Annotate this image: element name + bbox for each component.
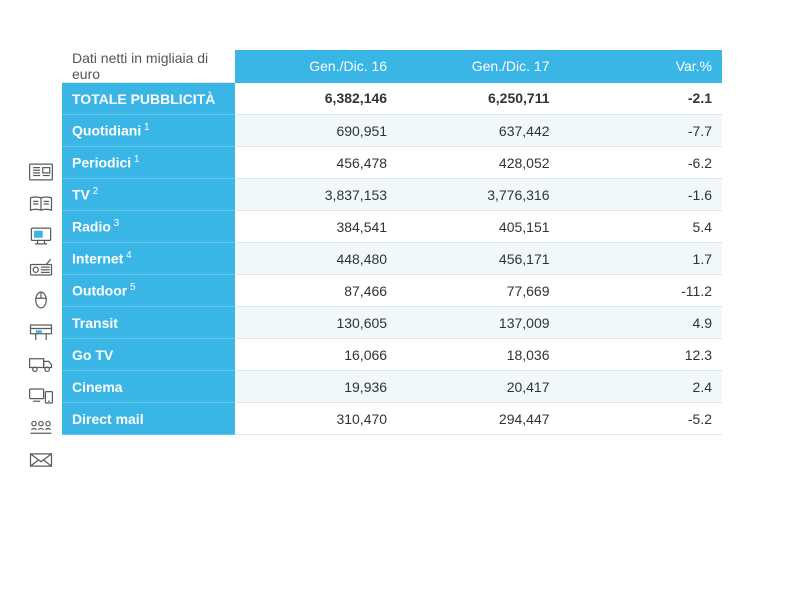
row-label: Go TV — [62, 339, 235, 371]
icon-column — [20, 50, 62, 476]
audience-icon — [20, 412, 62, 444]
cell-v17: 428,052 — [397, 147, 559, 179]
row-label: Radio 3 — [62, 211, 235, 243]
row-label: TOTALE PUBBLICITÀ — [62, 83, 235, 115]
cell-var: -5.2 — [560, 403, 722, 435]
cell-v16: 6,382,146 — [235, 83, 397, 115]
tv-icon — [20, 220, 62, 252]
cell-v17: 294,447 — [397, 403, 559, 435]
cell-var: 5.4 — [560, 211, 722, 243]
newspaper-icon — [20, 156, 62, 188]
cell-v16: 87,466 — [235, 275, 397, 307]
cell-var: 4.9 — [560, 307, 722, 339]
devices-icon — [20, 380, 62, 412]
cell-v16: 16,066 — [235, 339, 397, 371]
row-label: Outdoor 5 — [62, 275, 235, 307]
row-label: Cinema — [62, 371, 235, 403]
cell-var: -7.7 — [560, 115, 722, 147]
footnote-ref: 5 — [127, 282, 135, 293]
footnote-ref: 1 — [141, 122, 149, 133]
row-label: TV 2 — [62, 179, 235, 211]
footnote-ref: 3 — [111, 218, 119, 229]
header-col3: Var.% — [560, 50, 722, 83]
cell-var: 12.3 — [560, 339, 722, 371]
cell-var: -2.1 — [560, 83, 722, 115]
cell-v17: 405,151 — [397, 211, 559, 243]
footnote-ref: 1 — [131, 154, 139, 165]
table-container: Dati netti in migliaia di euro Gen./Dic.… — [20, 50, 770, 476]
table-row: Outdoor 587,46677,669-11.2 — [62, 275, 722, 307]
mouse-icon — [20, 284, 62, 316]
row-label: Periodici 1 — [62, 147, 235, 179]
cell-v17: 637,442 — [397, 115, 559, 147]
cell-v16: 130,605 — [235, 307, 397, 339]
cell-v16: 310,470 — [235, 403, 397, 435]
data-table: Dati netti in migliaia di euro Gen./Dic.… — [62, 50, 722, 435]
book-icon — [20, 188, 62, 220]
header-col2: Gen./Dic. 17 — [397, 50, 559, 83]
cell-var: 2.4 — [560, 371, 722, 403]
cell-v16: 456,478 — [235, 147, 397, 179]
table-row: Direct mail310,470294,447-5.2 — [62, 403, 722, 435]
cell-v16: 3,837,153 — [235, 179, 397, 211]
table-body: TOTALE PUBBLICITÀ6,382,1466,250,711-2.1Q… — [62, 83, 722, 435]
row-label: Internet 4 — [62, 243, 235, 275]
footnote-ref: 2 — [90, 186, 98, 197]
cell-v17: 18,036 — [397, 339, 559, 371]
cell-v17: 3,776,316 — [397, 179, 559, 211]
blank-icon — [20, 124, 62, 156]
header-title: Dati netti in migliaia di euro — [62, 50, 235, 83]
footnote-ref: 4 — [123, 250, 131, 261]
cell-v16: 690,951 — [235, 115, 397, 147]
row-label: Transit — [62, 307, 235, 339]
cell-var: -11.2 — [560, 275, 722, 307]
radio-icon — [20, 252, 62, 284]
cell-var: -6.2 — [560, 147, 722, 179]
row-label: Direct mail — [62, 403, 235, 435]
cell-v17: 20,417 — [397, 371, 559, 403]
cell-v16: 384,541 — [235, 211, 397, 243]
table-row: Transit130,605137,0094.9 — [62, 307, 722, 339]
header-col1: Gen./Dic. 16 — [235, 50, 397, 83]
truck-icon — [20, 348, 62, 380]
table-row: Quotidiani 1690,951637,442-7.7 — [62, 115, 722, 147]
cell-v17: 6,250,711 — [397, 83, 559, 115]
table-row: Internet 4448,480456,1711.7 — [62, 243, 722, 275]
header-row: Dati netti in migliaia di euro Gen./Dic.… — [62, 50, 722, 83]
table-row: Radio 3384,541405,1515.4 — [62, 211, 722, 243]
table-row: TOTALE PUBBLICITÀ6,382,1466,250,711-2.1 — [62, 83, 722, 115]
cell-v17: 137,009 — [397, 307, 559, 339]
table-row: Cinema19,93620,4172.4 — [62, 371, 722, 403]
row-label: Quotidiani 1 — [62, 115, 235, 147]
cell-v16: 19,936 — [235, 371, 397, 403]
billboard-icon — [20, 316, 62, 348]
cell-var: 1.7 — [560, 243, 722, 275]
table-row: Go TV16,06618,03612.3 — [62, 339, 722, 371]
table-row: Periodici 1456,478428,052-6.2 — [62, 147, 722, 179]
cell-v17: 77,669 — [397, 275, 559, 307]
table-row: TV 23,837,1533,776,316-1.6 — [62, 179, 722, 211]
envelope-icon — [20, 444, 62, 476]
cell-v16: 448,480 — [235, 243, 397, 275]
cell-v17: 456,171 — [397, 243, 559, 275]
cell-var: -1.6 — [560, 179, 722, 211]
